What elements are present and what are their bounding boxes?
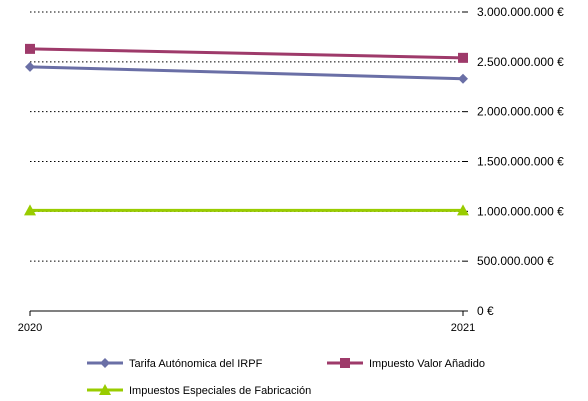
- legend-swatch-marker: [99, 384, 111, 395]
- legend: Tarifa Autónomica del IRPF Impuesto Valor…: [87, 358, 485, 397]
- y-tick-label: 3.000.000.000 €: [477, 5, 564, 19]
- legend-label: Impuesto Valor Añadido: [369, 358, 485, 370]
- data-point-0-1: [458, 73, 468, 84]
- y-tick-label: 2.500.000.000 €: [477, 55, 564, 69]
- x-tick-label: 2020: [18, 322, 42, 334]
- legend-swatch-marker: [340, 358, 350, 368]
- legend-label: Impuestos Especiales de Fabricación: [129, 385, 311, 397]
- series-2: [24, 204, 469, 216]
- legend-item-2: Impuestos Especiales de Fabricación: [87, 384, 311, 397]
- legend-item-0: Tarifa Autónomica del IRPF: [87, 358, 263, 370]
- x-tick-label: 2021: [451, 322, 475, 334]
- series-line-1: [29, 47, 464, 60]
- y-axis-tick-labels: 0 € 500.000.000 € 1.000.000.000 € 1.500.000…: [463, 5, 564, 318]
- legend-swatch-marker: [100, 358, 110, 368]
- legend-label: Tarifa Autónomica del IRPF: [129, 358, 263, 370]
- series-lines: [24, 43, 469, 216]
- y-tick-label: 0 €: [477, 304, 494, 318]
- legend-item-1: Impuesto Valor Añadido: [327, 358, 485, 370]
- series-0: [25, 61, 468, 84]
- data-point-1-0: [25, 43, 35, 54]
- x-axis: 2020 2021: [18, 310, 475, 334]
- y-tick-label: 500.000.000 €: [477, 254, 554, 268]
- data-point-0-0: [25, 61, 35, 72]
- y-tick-label: 1.500.000.000 €: [477, 155, 564, 169]
- data-point-2-0: [24, 204, 36, 216]
- data-point-2-1: [457, 204, 469, 216]
- y-tick-label: 2.000.000.000 €: [477, 105, 564, 119]
- data-point-1-1: [458, 52, 468, 63]
- y-tick-label: 1.000.000.000 €: [477, 204, 564, 218]
- series-1: [25, 43, 468, 63]
- series-line-0: [29, 65, 464, 81]
